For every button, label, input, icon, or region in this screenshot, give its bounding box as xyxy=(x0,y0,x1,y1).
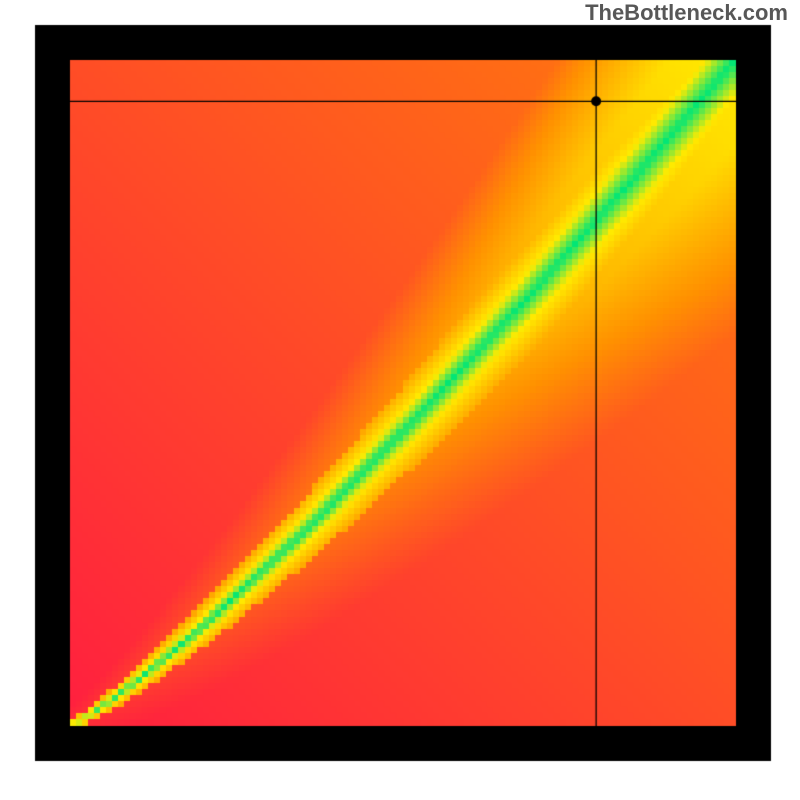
watermark-text: TheBottleneck.com xyxy=(585,0,788,26)
bottleneck-heatmap xyxy=(0,0,800,800)
chart-container: TheBottleneck.com xyxy=(0,0,800,800)
